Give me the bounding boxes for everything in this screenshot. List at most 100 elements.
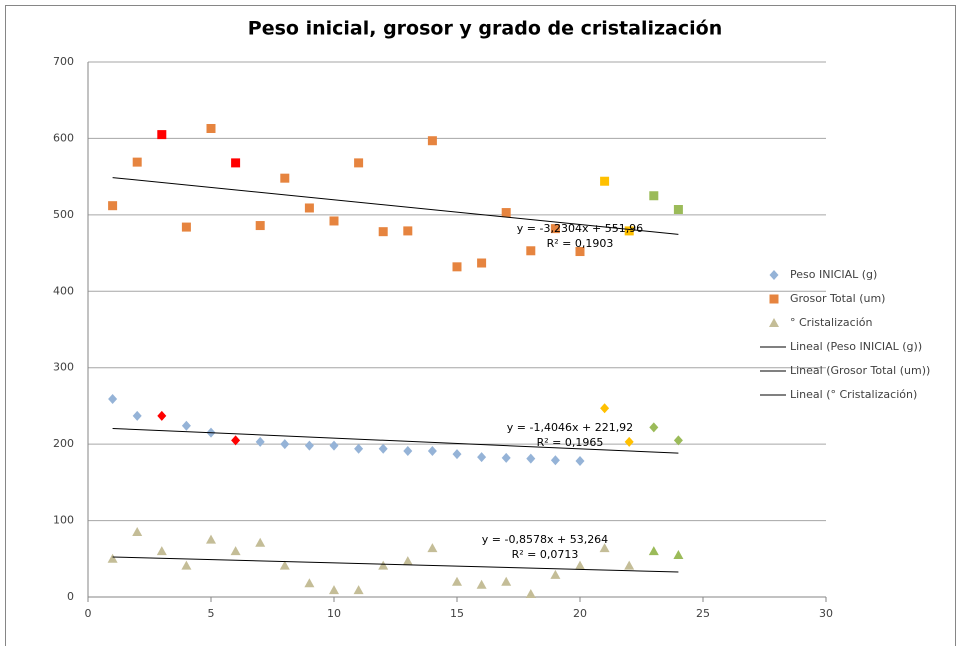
legend-marker <box>769 294 779 304</box>
point <box>649 191 659 201</box>
point <box>132 157 142 167</box>
point <box>107 553 118 563</box>
legend-marker <box>769 318 779 327</box>
point <box>280 439 290 450</box>
legend-label: Lineal (Peso INICIAL (g)) <box>790 340 922 353</box>
y-tick-label: 300 <box>53 361 74 374</box>
point <box>477 452 487 463</box>
point <box>501 576 512 586</box>
legend-label: ° Cristalización <box>790 316 873 329</box>
point <box>427 543 438 553</box>
legend-marker <box>769 270 779 280</box>
point <box>353 585 364 595</box>
point <box>304 203 314 213</box>
point <box>452 262 462 272</box>
point <box>648 546 659 556</box>
point <box>501 208 511 218</box>
point <box>231 435 241 446</box>
point <box>525 588 536 598</box>
x-tick-label: 30 <box>819 607 833 620</box>
point <box>402 556 413 566</box>
point <box>206 534 216 544</box>
point <box>526 246 536 256</box>
point <box>452 449 462 460</box>
point <box>550 224 560 234</box>
y-tick-label: 0 <box>67 590 74 603</box>
point <box>501 452 511 463</box>
trend-r2: R² = 0,0713 <box>512 548 579 561</box>
y-tick-label: 700 <box>53 55 74 68</box>
point <box>156 546 167 556</box>
x-tick-label: 5 <box>208 607 215 620</box>
legend-label: Peso INICIAL (g) <box>790 268 877 281</box>
point <box>526 453 536 464</box>
point <box>280 173 290 183</box>
x-tick-label: 10 <box>327 607 341 620</box>
trend-r2: R² = 0,1903 <box>547 237 614 250</box>
point <box>378 560 389 570</box>
point <box>329 440 339 451</box>
point <box>255 537 266 547</box>
x-tick-label: 0 <box>85 607 92 620</box>
point <box>132 527 143 537</box>
point <box>181 222 191 232</box>
point <box>403 226 413 236</box>
point <box>624 436 634 447</box>
point <box>206 123 216 133</box>
point <box>624 560 635 570</box>
x-tick-label: 25 <box>696 607 710 620</box>
point <box>477 258 487 268</box>
point <box>255 221 265 231</box>
point <box>403 446 413 457</box>
point <box>181 560 192 570</box>
point <box>279 560 290 570</box>
point <box>575 455 585 466</box>
point <box>378 443 388 454</box>
trend-equation: y = -0,8578x + 53,264 <box>482 533 608 546</box>
point <box>108 394 118 405</box>
trendline <box>112 177 679 235</box>
point <box>354 158 364 168</box>
legend-label: Lineal (Grosor Total (um)) <box>790 364 930 377</box>
point <box>599 543 610 553</box>
trendline <box>112 556 679 573</box>
point <box>329 216 339 226</box>
point <box>378 227 388 237</box>
x-tick-label: 15 <box>450 607 464 620</box>
trend-equation: y = -1,4046x + 221,92 <box>507 421 633 434</box>
point <box>157 410 167 421</box>
x-tick-label: 20 <box>573 607 587 620</box>
point <box>354 443 364 454</box>
point <box>108 201 118 211</box>
point <box>329 585 339 595</box>
legend-label: Lineal (° Cristalización) <box>790 388 917 401</box>
point <box>476 579 487 589</box>
point <box>304 440 314 451</box>
point <box>673 205 683 215</box>
point <box>304 578 315 588</box>
point <box>427 446 437 457</box>
point <box>600 403 610 414</box>
chart-frame <box>5 5 956 646</box>
point <box>673 549 684 559</box>
y-tick-label: 400 <box>53 284 74 297</box>
y-tick-label: 500 <box>53 208 74 221</box>
point <box>157 130 167 140</box>
point <box>132 410 142 421</box>
trendline <box>112 427 679 454</box>
point <box>550 569 561 579</box>
point <box>255 436 265 447</box>
point <box>600 176 610 186</box>
point <box>181 420 191 431</box>
legend-label: Grosor Total (um) <box>790 292 885 305</box>
point <box>550 455 560 466</box>
chart-title: Peso inicial, grosor y grado de cristali… <box>248 18 722 40</box>
point <box>673 435 683 446</box>
trend-r2: R² = 0,1965 <box>537 436 604 449</box>
point <box>452 576 462 586</box>
point <box>231 158 241 168</box>
point <box>649 422 659 433</box>
point <box>427 136 437 146</box>
trend-equation: y = -3,2304x + 551,96 <box>517 222 643 235</box>
